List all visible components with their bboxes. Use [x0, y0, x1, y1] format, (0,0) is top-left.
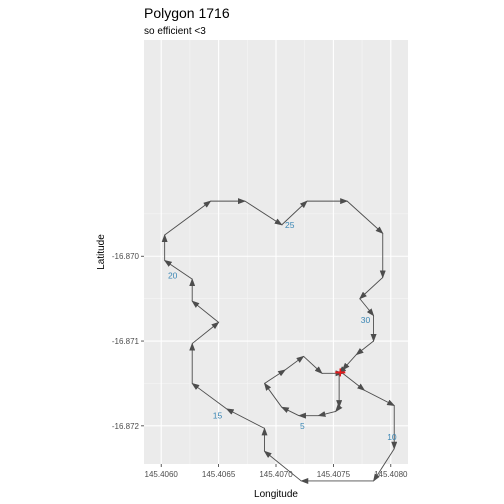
- path-segment: [263, 450, 302, 482]
- y-tick-label: -16.871: [112, 337, 140, 346]
- path-segment: [164, 200, 212, 236]
- path-segment: [263, 382, 283, 408]
- path-segment: [335, 404, 343, 413]
- x-tick-label: 145.4080: [374, 470, 408, 479]
- path-segment: [191, 300, 219, 323]
- segment-label: 5: [300, 421, 305, 431]
- segment-label: 30: [361, 315, 371, 325]
- path-segment: [244, 200, 283, 226]
- path-segment: [359, 277, 384, 300]
- segment-labels: 5 10 15 20 25 30: [168, 220, 397, 442]
- path-segment: [359, 298, 375, 317]
- path-segment: [280, 406, 300, 417]
- path-segment: [191, 321, 220, 344]
- path-segment: [342, 372, 366, 391]
- x-tick-label: 145.4065: [202, 470, 236, 479]
- path-segment: [225, 408, 265, 429]
- x-tick-label: 145.4070: [259, 470, 293, 479]
- path-segment: [284, 355, 305, 371]
- grid-lines: [144, 40, 408, 464]
- chart-title: Polygon 1716: [144, 5, 230, 21]
- y-axis-title: Latitude: [96, 234, 107, 270]
- y-tick-label: -16.872: [112, 422, 140, 431]
- x-tick-label: 145.4075: [317, 470, 351, 479]
- segment-label: 10: [387, 432, 397, 442]
- path-segment: [264, 369, 287, 384]
- chart-subtitle: so efficient <3: [144, 26, 206, 37]
- x-axis: 145.4060 145.4065 145.4070 145.4075 145.4080: [145, 464, 408, 479]
- path-segment: [191, 382, 227, 410]
- y-tick-label: -16.870: [112, 252, 140, 261]
- y-axis: -16.870 -16.871 -16.872: [112, 252, 144, 431]
- start-marker-group: [335, 368, 346, 377]
- path-segment: [303, 355, 323, 374]
- segment-label: 15: [213, 411, 223, 421]
- path-segment: [346, 200, 384, 235]
- path-segment: [355, 340, 374, 356]
- path-segment: [364, 389, 396, 406]
- x-axis-title: Longitude: [254, 489, 298, 500]
- path-segment: [317, 410, 336, 417]
- path-segments: [161, 198, 398, 484]
- path-segment: [163, 259, 193, 280]
- segment-label: 25: [285, 220, 295, 230]
- segment-label: 20: [168, 271, 178, 281]
- x-tick-label: 145.4060: [145, 470, 179, 479]
- path-segment: [373, 448, 395, 482]
- path-segment: [281, 200, 308, 226]
